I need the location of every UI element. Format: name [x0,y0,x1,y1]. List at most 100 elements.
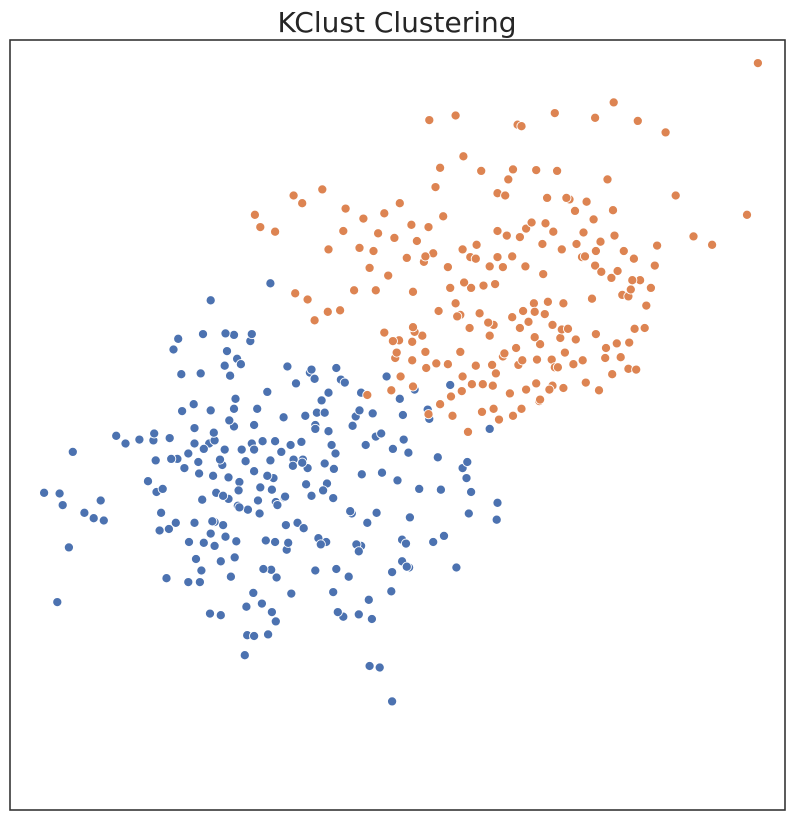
scatter-point-cluster-0-184 [401,561,412,572]
scatter-point-cluster-1-161 [455,346,466,357]
scatter-point-cluster-1-31 [595,236,606,247]
scatter-point-cluster-0-125 [466,486,477,498]
scatter-point-cluster-0-97 [328,463,339,474]
scatter-point-cluster-1-153 [624,337,635,348]
scatter-point-cluster-0-81 [367,408,378,419]
scatter-point-cluster-0-100 [323,387,334,398]
scatter-point-cluster-0-46 [234,476,245,488]
scatter-point-cluster-1-177 [364,262,375,273]
scatter-point-cluster-1-10 [389,232,400,243]
scatter-point-cluster-1-146 [627,275,638,286]
scatter-point-cluster-0-152 [164,433,175,444]
scatter-point-cluster-1-46 [511,342,522,354]
scatter-point-cluster-0-120 [386,586,397,597]
scatter-point-cluster-1-173 [290,288,301,299]
scatter-point-cluster-1-76 [507,410,519,421]
scatter-point-cluster-0-108 [398,434,409,445]
scatter-point-cluster-0-26 [176,369,187,380]
scatter-point-cluster-0-162 [215,610,226,621]
scatter-point-cluster-0-78 [339,377,350,388]
scatter-point-cluster-0-19 [194,577,205,588]
scatter-point-cluster-1-50 [457,371,468,382]
scatter-point-cluster-0-213 [290,378,302,389]
scatter-point-cluster-0-154 [189,438,200,449]
scatter-point-cluster-0-10 [111,430,122,441]
scatter-point-cluster-1-138 [707,239,718,250]
scatter-point-cluster-0-113 [414,483,425,494]
scatter-point-cluster-1-89 [544,384,555,395]
scatter-point-cluster-1-64 [474,308,485,319]
scatter-point-cluster-0-168 [287,460,298,471]
scatter-point-cluster-0-65 [263,629,274,640]
scatter-point-cluster-0-218 [301,479,312,490]
scatter-point-cluster-1-4 [297,198,308,209]
scatter-point-cluster-0-44 [231,536,242,547]
scatter-point-cluster-1-86 [504,388,515,399]
scatter-point-cluster-1-118 [523,316,534,327]
scatter-point-cluster-1-41 [570,334,581,345]
scatter-point-cluster-0-183 [331,563,342,575]
scatter-point-cluster-0-127 [492,497,503,508]
scatter-point-cluster-1-84 [476,406,488,417]
scatter-point-cluster-0-98 [326,439,337,451]
scatter-point-cluster-0-92 [310,565,321,576]
scatter-point-cluster-1-133 [608,97,619,108]
scatter-point-cluster-0-204 [445,379,456,391]
scatter-point-cluster-0-56 [265,455,276,466]
scatter-point-cluster-0-7 [88,513,99,524]
scatter-point-cluster-1-32 [612,265,623,277]
scatter-point-cluster-0-80 [354,405,365,416]
scatter-point-cluster-1-125 [435,162,446,173]
scatter-point-cluster-0-228 [166,453,177,464]
scatter-point-cluster-1-26 [537,238,548,250]
scatter-point-cluster-0-220 [316,395,327,406]
scatter-point-cluster-1-55 [395,371,406,382]
scatter-point-cluster-0-144 [330,448,341,459]
scatter-point-cluster-0-17 [170,517,181,528]
scatter-point-cluster-1-88 [531,378,542,389]
scatter-point-cluster-1-151 [639,322,650,334]
scatter-point-cluster-1-27 [548,226,559,237]
scatter-point-cluster-1-18 [445,282,456,293]
scatter-point-cluster-0-5 [67,446,78,457]
scatter-point-cluster-1-87 [521,384,532,395]
scatter-point-cluster-1-187 [442,262,453,273]
scatter-point-cluster-0-207 [461,473,472,484]
scatter-point-cluster-1-205 [470,253,481,264]
scatter-point-cluster-1-185 [391,347,402,358]
scatter-point-cluster-1-128 [507,164,519,175]
scatter-point-cluster-1-1 [255,222,266,233]
scatter-point-cluster-0-192 [270,616,281,627]
scatter-point-cluster-1-45 [529,332,540,343]
scatter-point-cluster-1-7 [358,213,369,224]
scatter-point-cluster-0-201 [345,506,356,517]
scatter-point-cluster-1-167 [370,285,381,296]
scatter-point-cluster-0-106 [397,409,408,421]
scatter-point-cluster-1-70 [547,319,558,330]
scatter-point-cluster-0-150 [306,490,317,501]
scatter-point-cluster-0-188 [204,608,216,619]
scatter-point-cluster-0-6 [79,507,90,518]
scatter-point-cluster-1-199 [484,261,495,272]
scatter-point-cluster-0-99 [310,423,321,434]
scatter-point-cluster-0-200 [262,470,273,481]
scatter-point-cluster-1-137 [741,209,753,220]
scatter-point-cluster-1-11 [394,198,405,209]
scatter-point-cluster-0-229 [218,490,229,501]
scatter-point-cluster-1-178 [383,270,394,281]
scatter-point-cluster-0-176 [328,587,339,598]
scatter-point-cluster-0-175 [252,403,263,414]
scatter-point-cluster-1-54 [407,381,419,392]
scatter-point-cluster-0-194 [319,407,330,418]
scatter-point-cluster-0-129 [432,452,443,463]
scatter-point-cluster-1-172 [302,294,313,305]
scatter-point-cluster-0-227 [157,483,168,494]
scatter-point-cluster-1-58 [407,336,418,347]
scatter-point-cluster-1-79 [477,379,488,390]
scatter-point-cluster-1-140 [609,230,620,241]
scatter-point-cluster-0-51 [225,370,236,381]
scatter-point-cluster-1-184 [362,389,373,401]
scatter-point-cluster-0-182 [149,428,160,439]
scatter-point-cluster-1-0 [249,209,260,220]
